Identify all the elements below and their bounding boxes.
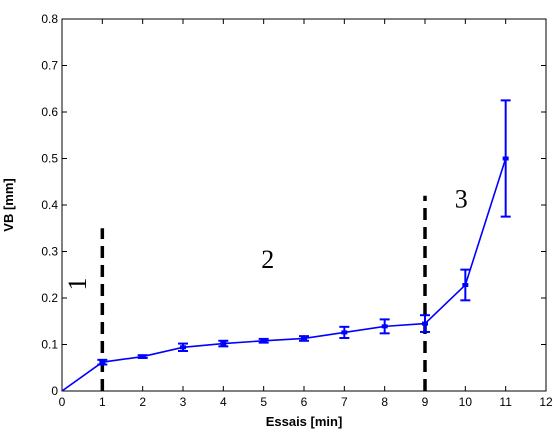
x-tick-label: 2 <box>139 395 146 409</box>
x-tick-label: 1 <box>99 395 106 409</box>
y-tick-label: 0.7 <box>41 59 58 73</box>
x-tick-label: 7 <box>341 395 348 409</box>
data-point <box>502 156 509 161</box>
data-point <box>99 360 106 365</box>
data-point <box>462 282 469 287</box>
y-tick-label: 0.6 <box>41 105 58 119</box>
data-point <box>180 345 186 350</box>
x-tick-label: 8 <box>381 395 388 409</box>
x-tick-label: 5 <box>260 395 267 409</box>
region-label: 2 <box>261 245 274 274</box>
y-axis-label: VB [mm] <box>1 178 16 231</box>
y-tick-label: 0.1 <box>41 338 58 352</box>
series-line <box>61 158 507 392</box>
region-label: 3 <box>455 184 468 213</box>
plot-area <box>61 18 547 392</box>
x-tick-label: 3 <box>180 395 187 409</box>
data-point <box>301 336 307 341</box>
data-point <box>341 330 348 335</box>
x-axis-label: Essais [min] <box>266 414 343 429</box>
region-labels: 1 2 3 <box>63 184 468 290</box>
y-tick-label: 0.5 <box>41 152 58 166</box>
y-tick-label: 0.4 <box>41 198 58 212</box>
data-point <box>381 324 388 329</box>
y-tick-label: 0 <box>51 384 58 398</box>
data-point <box>139 354 146 359</box>
data-point <box>220 341 227 346</box>
x-axis-ticks: 0 1 2 3 4 5 6 7 8 9 10 11 12 <box>59 19 553 409</box>
x-tick-label: 11 <box>499 395 512 409</box>
series-layer <box>61 99 511 392</box>
x-tick-label: 6 <box>301 395 308 409</box>
x-tick-label: 4 <box>220 395 227 409</box>
x-tick-label: 12 <box>539 395 553 409</box>
region-label: 1 <box>63 278 92 291</box>
y-tick-label: 0.2 <box>41 291 58 305</box>
x-tick-label: 10 <box>459 395 473 409</box>
y-tick-label: 0.8 <box>41 12 58 26</box>
data-point <box>260 338 267 343</box>
y-tick-label: 0.3 <box>41 245 58 259</box>
x-tick-label: 9 <box>422 395 429 409</box>
data-point <box>422 321 428 326</box>
x-tick-label: 0 <box>59 395 66 409</box>
